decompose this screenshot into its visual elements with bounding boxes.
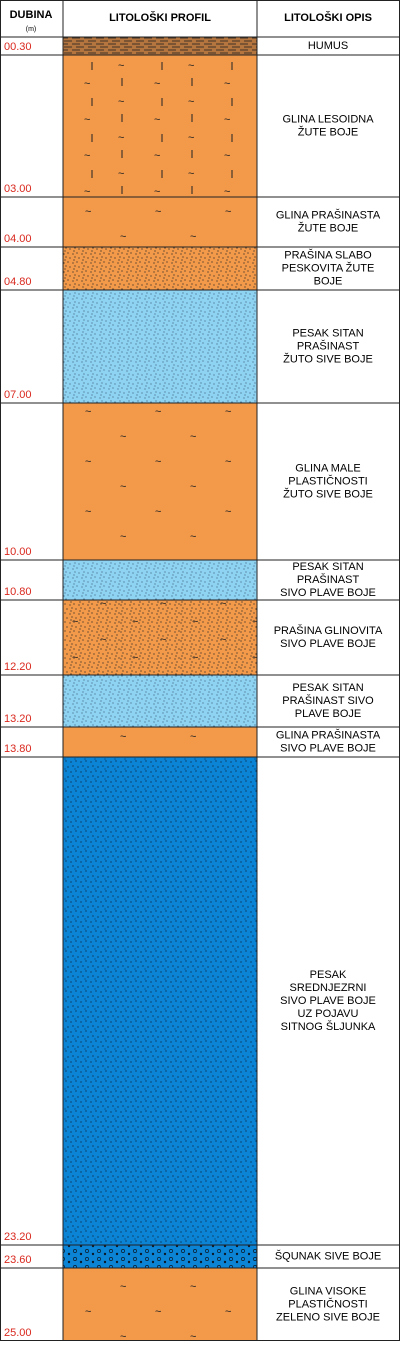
layer-fill xyxy=(63,403,257,560)
layer-fill xyxy=(63,247,257,290)
layer-fill xyxy=(63,600,257,675)
depth-label: 23.60 xyxy=(4,1254,32,1266)
depth-label: 00.30 xyxy=(4,41,32,53)
layer-description: PESAK xyxy=(310,969,347,981)
layer-description: PESAK SITAN xyxy=(292,561,363,573)
layer-description: SITNOG ŠLJUNKA xyxy=(281,1020,376,1033)
layer-description: PRAŠINA SLABO xyxy=(284,248,372,261)
layer-description: PLAVE BOJE xyxy=(295,708,361,720)
layer-fill xyxy=(63,290,257,403)
layer-fill xyxy=(63,1268,257,1341)
layer-description: HUMUS xyxy=(308,40,348,52)
depth-label: 10.80 xyxy=(4,586,32,598)
layer-description: UZ POJAVU xyxy=(298,1008,359,1020)
layer-description: SIVO PLAVE BOJE xyxy=(280,638,376,650)
layer-description: ZELENO SIVE BOJE xyxy=(276,1311,380,1323)
layer-description: PLASTIČNOSTI xyxy=(288,1297,367,1310)
layer-description: ŽUTE BOJE xyxy=(298,125,359,138)
layer-description: PLASTIČNOSTI xyxy=(288,474,367,487)
depth-label: 04.80 xyxy=(4,276,32,288)
layer-description: SREDNJEZRNI xyxy=(289,982,366,994)
profile-header: LITOLOŠKI PROFIL xyxy=(109,11,211,24)
layer-description: BOJE xyxy=(314,275,343,287)
depth-label: 25.00 xyxy=(4,1327,32,1339)
layer-description: PESKOVITA ŽUTE xyxy=(282,261,375,274)
layer-fill xyxy=(63,37,257,55)
layer-description: GLINA PRAŠINASTA xyxy=(276,728,381,741)
layer-description: GLINA LESOIDNA xyxy=(282,113,374,125)
layer-fill xyxy=(63,55,257,197)
layer-description: PRAŠINAST xyxy=(297,573,360,586)
depth-label: 07.00 xyxy=(4,389,32,401)
layer-description: SIVO PLAVE BOJE xyxy=(280,995,376,1007)
depth-label: 03.00 xyxy=(4,183,32,195)
depth-label: 10.00 xyxy=(4,546,32,558)
description-header: LITOLOŠKI OPIS xyxy=(284,11,372,24)
layer-description: GLINA MALE xyxy=(295,462,360,474)
depth-label: 23.20 xyxy=(4,1231,32,1243)
depth-label: 04.00 xyxy=(4,233,32,245)
layer-description: PRAŠINAST SIVO xyxy=(282,694,374,707)
layer-description: PESAK SITAN xyxy=(292,682,363,694)
layer-fill xyxy=(63,197,257,247)
depth-label: 12.20 xyxy=(4,661,32,673)
layer-fill xyxy=(63,727,257,757)
layer-description: ŽUTO SIVE BOJE xyxy=(283,487,373,500)
layer-description: SIVO PLAVE BOJE xyxy=(280,742,376,754)
layer-description: GLINA VISOKE xyxy=(290,1285,366,1297)
layer-fill xyxy=(63,757,257,1245)
layer-description: PRAŠINAST xyxy=(297,339,360,352)
layer-description: PESAK SITAN xyxy=(292,327,363,339)
layer-fill xyxy=(63,560,257,600)
depth-header: DUBINA xyxy=(10,9,53,21)
depth-label: 13.20 xyxy=(4,713,32,725)
layer-fill xyxy=(63,1245,257,1268)
layer-description: ŠQUNAK SIVE BOJE xyxy=(275,1249,381,1262)
layer-description: PRAŠINA GLINOVITA xyxy=(274,624,383,637)
layer-description: GLINA PRAŠINASTA xyxy=(276,208,381,221)
layer-description: ŽUTE BOJE xyxy=(298,221,359,234)
depth-label: 13.80 xyxy=(4,743,32,755)
layer-fill xyxy=(63,675,257,727)
depth-unit: (m) xyxy=(26,26,37,33)
layer-description: ŽUTO SIVE BOJE xyxy=(283,352,373,365)
layer-description: SIVO PLAVE BOJE xyxy=(280,587,376,599)
